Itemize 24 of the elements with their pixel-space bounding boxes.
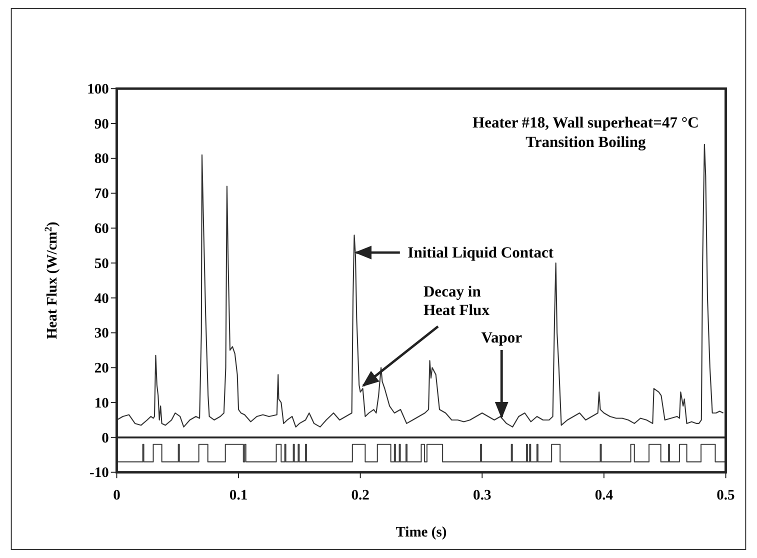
x-tick-label: 0.1 [229,487,248,504]
x-tick-label: 0 [113,487,120,504]
y-tick-label: 0 [102,430,109,446]
y-tick-label: 10 [94,395,109,412]
x-tick-label: 0.3 [473,487,492,504]
y-tick-label: 60 [94,220,109,237]
y-tick-label: 80 [94,151,109,168]
y-tick-label: 20 [94,360,109,377]
y-tick-label: -10 [90,465,109,482]
y-tick-label: 40 [94,290,109,307]
annotation: Transition Boiling [526,134,646,151]
x-axis-title: Time (s) [396,524,447,540]
y-tick-label: 50 [94,256,109,272]
y-tick-label: 100 [87,81,109,98]
annotation: Vapor [481,329,522,346]
x-tick-label: 0.5 [716,487,735,504]
annotation: Heater #18, Wall superheat=47 °C [472,114,699,132]
x-tick-label: 0.4 [594,487,614,504]
y-tick-label: 70 [94,186,109,202]
x-tick-label: 0.2 [351,487,370,504]
y-tick-label: 30 [94,326,109,342]
annotation: Decay in Heat Flux [423,283,490,319]
y-tick-label: 90 [94,116,109,132]
annotation: Initial Liquid Contact [408,244,554,262]
